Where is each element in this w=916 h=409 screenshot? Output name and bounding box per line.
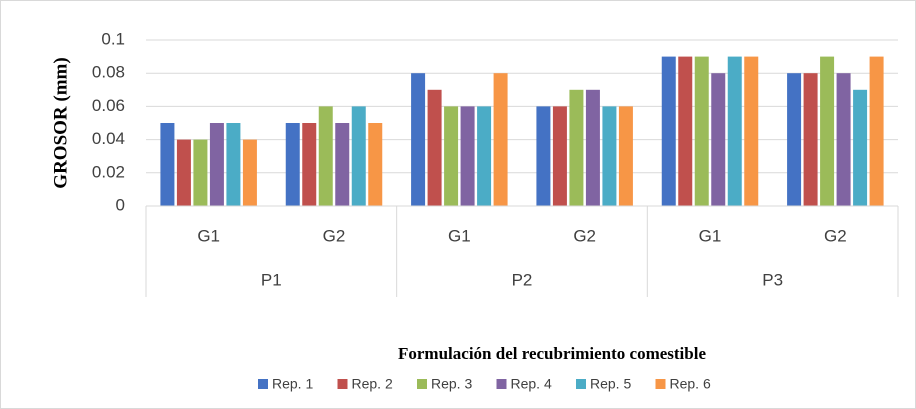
bar [176, 139, 191, 206]
bar [618, 106, 633, 206]
bar [335, 123, 350, 206]
legend-label: Rep. 1 [272, 376, 313, 392]
bar [836, 73, 851, 206]
x-tick-label: G1 [448, 226, 471, 245]
legend-swatch [337, 379, 348, 389]
y-tick-label: 0.02 [92, 162, 125, 181]
bar [602, 106, 617, 206]
bar [744, 56, 759, 206]
y-axis-title: GROSOR (mm) [50, 57, 71, 188]
legend-swatch [258, 379, 268, 389]
bar [477, 106, 492, 206]
bar [242, 139, 257, 206]
x-tick-label: G1 [197, 226, 220, 245]
bar [803, 73, 818, 206]
bar [411, 73, 426, 206]
y-tick-label: 0.1 [101, 29, 125, 48]
y-tick-label: 0.04 [92, 129, 125, 148]
legend-label: Rep. 3 [431, 376, 472, 392]
bar [226, 123, 241, 206]
bar [351, 106, 366, 206]
bar [569, 89, 584, 206]
bar [302, 123, 317, 206]
legend-label: Rep. 4 [511, 376, 552, 392]
y-tick-label: 0.06 [92, 96, 125, 115]
bar [585, 89, 600, 206]
group-label: P2 [512, 270, 533, 289]
bar [661, 56, 676, 206]
bar [853, 89, 868, 206]
bar [160, 123, 175, 206]
legend-swatch [655, 379, 666, 389]
legend-swatch [417, 379, 427, 389]
bar [727, 56, 742, 206]
x-axis-title: Formulación del recubrimiento comestible [398, 344, 706, 363]
group-label: P1 [261, 270, 282, 289]
bar [711, 73, 726, 206]
bar [368, 123, 383, 206]
bar [460, 106, 475, 206]
bar [869, 56, 884, 206]
bar [552, 106, 567, 206]
bar [493, 73, 508, 206]
bar [678, 56, 693, 206]
x-tick-label: G2 [824, 226, 847, 245]
y-tick-label: 0.08 [92, 63, 125, 82]
group-label: P3 [762, 270, 783, 289]
bar [427, 89, 442, 206]
bar [209, 123, 224, 206]
x-tick-label: G1 [699, 226, 722, 245]
bar [318, 106, 333, 206]
legend-swatch [576, 379, 586, 389]
legend-label: Rep. 2 [352, 376, 393, 392]
bar [285, 123, 300, 206]
bar [193, 139, 208, 206]
y-tick-label: 0 [116, 195, 125, 214]
x-tick-label: G2 [573, 226, 596, 245]
bar [820, 56, 835, 206]
legend-label: Rep. 5 [590, 376, 631, 392]
legend-swatch [496, 379, 507, 389]
bar [787, 73, 802, 206]
bar [444, 106, 459, 206]
x-tick-label: G2 [323, 226, 346, 245]
legend-label: Rep. 6 [670, 376, 711, 392]
bar [536, 106, 551, 206]
bar [694, 56, 709, 206]
